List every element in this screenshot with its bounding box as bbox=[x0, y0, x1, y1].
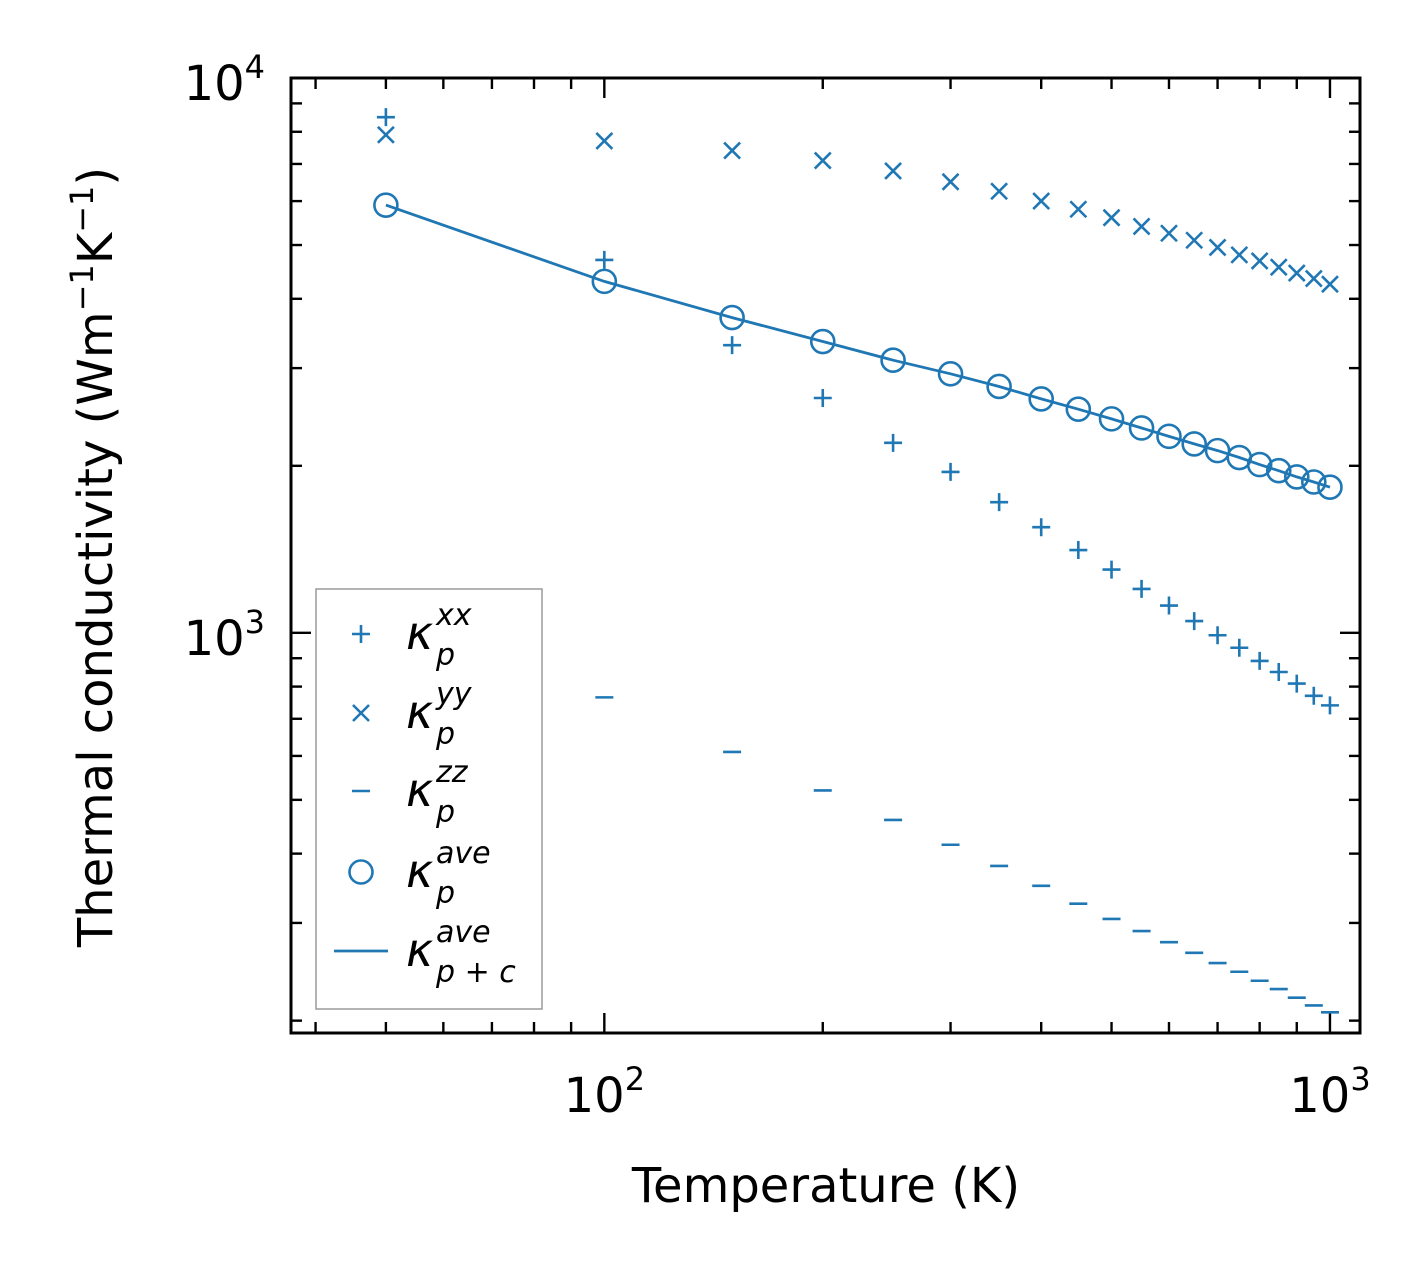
y-axis-label: Thermal conductivity (Wm−1K−1) bbox=[63, 167, 124, 948]
data-point-kyy bbox=[595, 132, 614, 150]
data-point-kyy bbox=[1230, 245, 1249, 264]
data-point-kyy bbox=[1069, 200, 1088, 219]
data-point-kxx bbox=[1250, 651, 1269, 670]
data-point-kyy bbox=[1250, 252, 1269, 270]
data-point-kxx bbox=[1208, 626, 1227, 645]
data-point-kxx bbox=[1102, 560, 1121, 579]
data-point-kxx bbox=[1230, 638, 1249, 657]
data-point-kxx bbox=[884, 433, 903, 452]
data-point-kave bbox=[1246, 451, 1273, 478]
legend-label: κyy p bbox=[406, 677, 473, 752]
data-point-kave bbox=[1317, 474, 1343, 501]
plot-series bbox=[373, 108, 1343, 1014]
legend-entry-kave: κave p bbox=[348, 836, 491, 911]
legend-label: κxx p bbox=[406, 598, 472, 673]
data-point-kxx bbox=[376, 108, 395, 127]
data-point-kyy bbox=[1160, 224, 1178, 243]
x-axis-label: Temperature (K) bbox=[631, 1158, 1020, 1214]
legend-swatch bbox=[352, 625, 370, 643]
data-point-kxx bbox=[595, 250, 614, 269]
data-point-kxx bbox=[1032, 518, 1051, 537]
legend-label: κave p + c bbox=[406, 915, 516, 990]
data-point-kxx bbox=[1287, 674, 1306, 693]
data-point-kyy bbox=[1287, 264, 1306, 283]
data-point-kyy bbox=[813, 151, 832, 170]
x-tick-label: 102 bbox=[564, 1060, 645, 1124]
data-point-kyy bbox=[941, 172, 960, 191]
data-point-kave bbox=[1028, 386, 1055, 412]
data-point-kave bbox=[1283, 464, 1310, 490]
data-point-kxx bbox=[990, 493, 1009, 512]
data-point-kyy bbox=[1321, 275, 1339, 294]
series-kave_pc bbox=[385, 203, 1331, 489]
plot-frame bbox=[289, 76, 1362, 1035]
data-point-kave bbox=[373, 192, 399, 218]
data-point-kyy bbox=[990, 182, 1009, 201]
data-point-kyy bbox=[1304, 269, 1323, 288]
legend-swatch bbox=[348, 859, 374, 885]
series-kzz bbox=[376, 597, 1339, 1014]
series-kave bbox=[373, 192, 1343, 501]
data-point-kxx bbox=[723, 336, 742, 355]
legend-entry-kzz: κzz p bbox=[352, 755, 469, 830]
data-point-kyy bbox=[1269, 258, 1288, 277]
data-point-kyy bbox=[376, 125, 395, 144]
legend-label: κzz p bbox=[406, 755, 469, 830]
y-tick-label: 104 bbox=[184, 48, 265, 112]
data-point-kxx bbox=[1132, 579, 1151, 598]
data-point-kave bbox=[1098, 406, 1125, 432]
data-point-kyy bbox=[1102, 208, 1121, 227]
data-point-kave bbox=[880, 347, 906, 374]
y-tick-label: 103 bbox=[184, 603, 265, 667]
y-tick-labels: 103 104 bbox=[184, 48, 265, 667]
data-point-kxx bbox=[1320, 696, 1339, 715]
legend-entry-kave_pc: κave p + c bbox=[334, 915, 516, 990]
legend-label: κave p bbox=[406, 836, 491, 911]
data-point-kyy bbox=[1185, 231, 1204, 250]
data-point-kave bbox=[1300, 469, 1327, 495]
data-point-kxx bbox=[813, 389, 832, 408]
data-point-kyy bbox=[1208, 238, 1227, 257]
data-point-kyy bbox=[884, 162, 903, 180]
x-tick-label: 103 bbox=[1289, 1060, 1370, 1124]
data-point-kxx bbox=[1269, 662, 1288, 681]
data-point-kave bbox=[1065, 396, 1092, 422]
data-point-kxx bbox=[1159, 596, 1178, 615]
data-point-kave bbox=[1128, 415, 1155, 441]
data-point-kave bbox=[1156, 423, 1182, 450]
data-point-kyy bbox=[723, 141, 742, 160]
data-point-kxx bbox=[1185, 612, 1204, 631]
data-point-kyy bbox=[1132, 217, 1151, 236]
x-tick-labels: 102 103 bbox=[564, 1060, 1371, 1124]
data-point-kyy bbox=[1032, 192, 1051, 211]
legend-frame bbox=[315, 588, 543, 1010]
series-kxx bbox=[376, 108, 1339, 715]
data-point-kave bbox=[591, 268, 618, 295]
series-line-kave_pc bbox=[385, 203, 1331, 489]
data-point-kave bbox=[937, 360, 964, 387]
legend-swatch bbox=[352, 704, 370, 722]
legend-entry-kxx: κxx p bbox=[352, 598, 472, 673]
data-point-kxx bbox=[1304, 686, 1323, 705]
data-point-kxx bbox=[1069, 541, 1088, 560]
data-point-kave bbox=[809, 328, 836, 355]
series-kyy bbox=[376, 125, 1339, 294]
data-point-kave bbox=[1265, 457, 1292, 484]
data-point-kave bbox=[1181, 431, 1208, 457]
data-point-kave bbox=[986, 373, 1012, 400]
data-point-kxx bbox=[941, 462, 960, 481]
legend-entry-kyy: κyy p bbox=[352, 677, 473, 752]
data-point-kave bbox=[719, 304, 745, 331]
